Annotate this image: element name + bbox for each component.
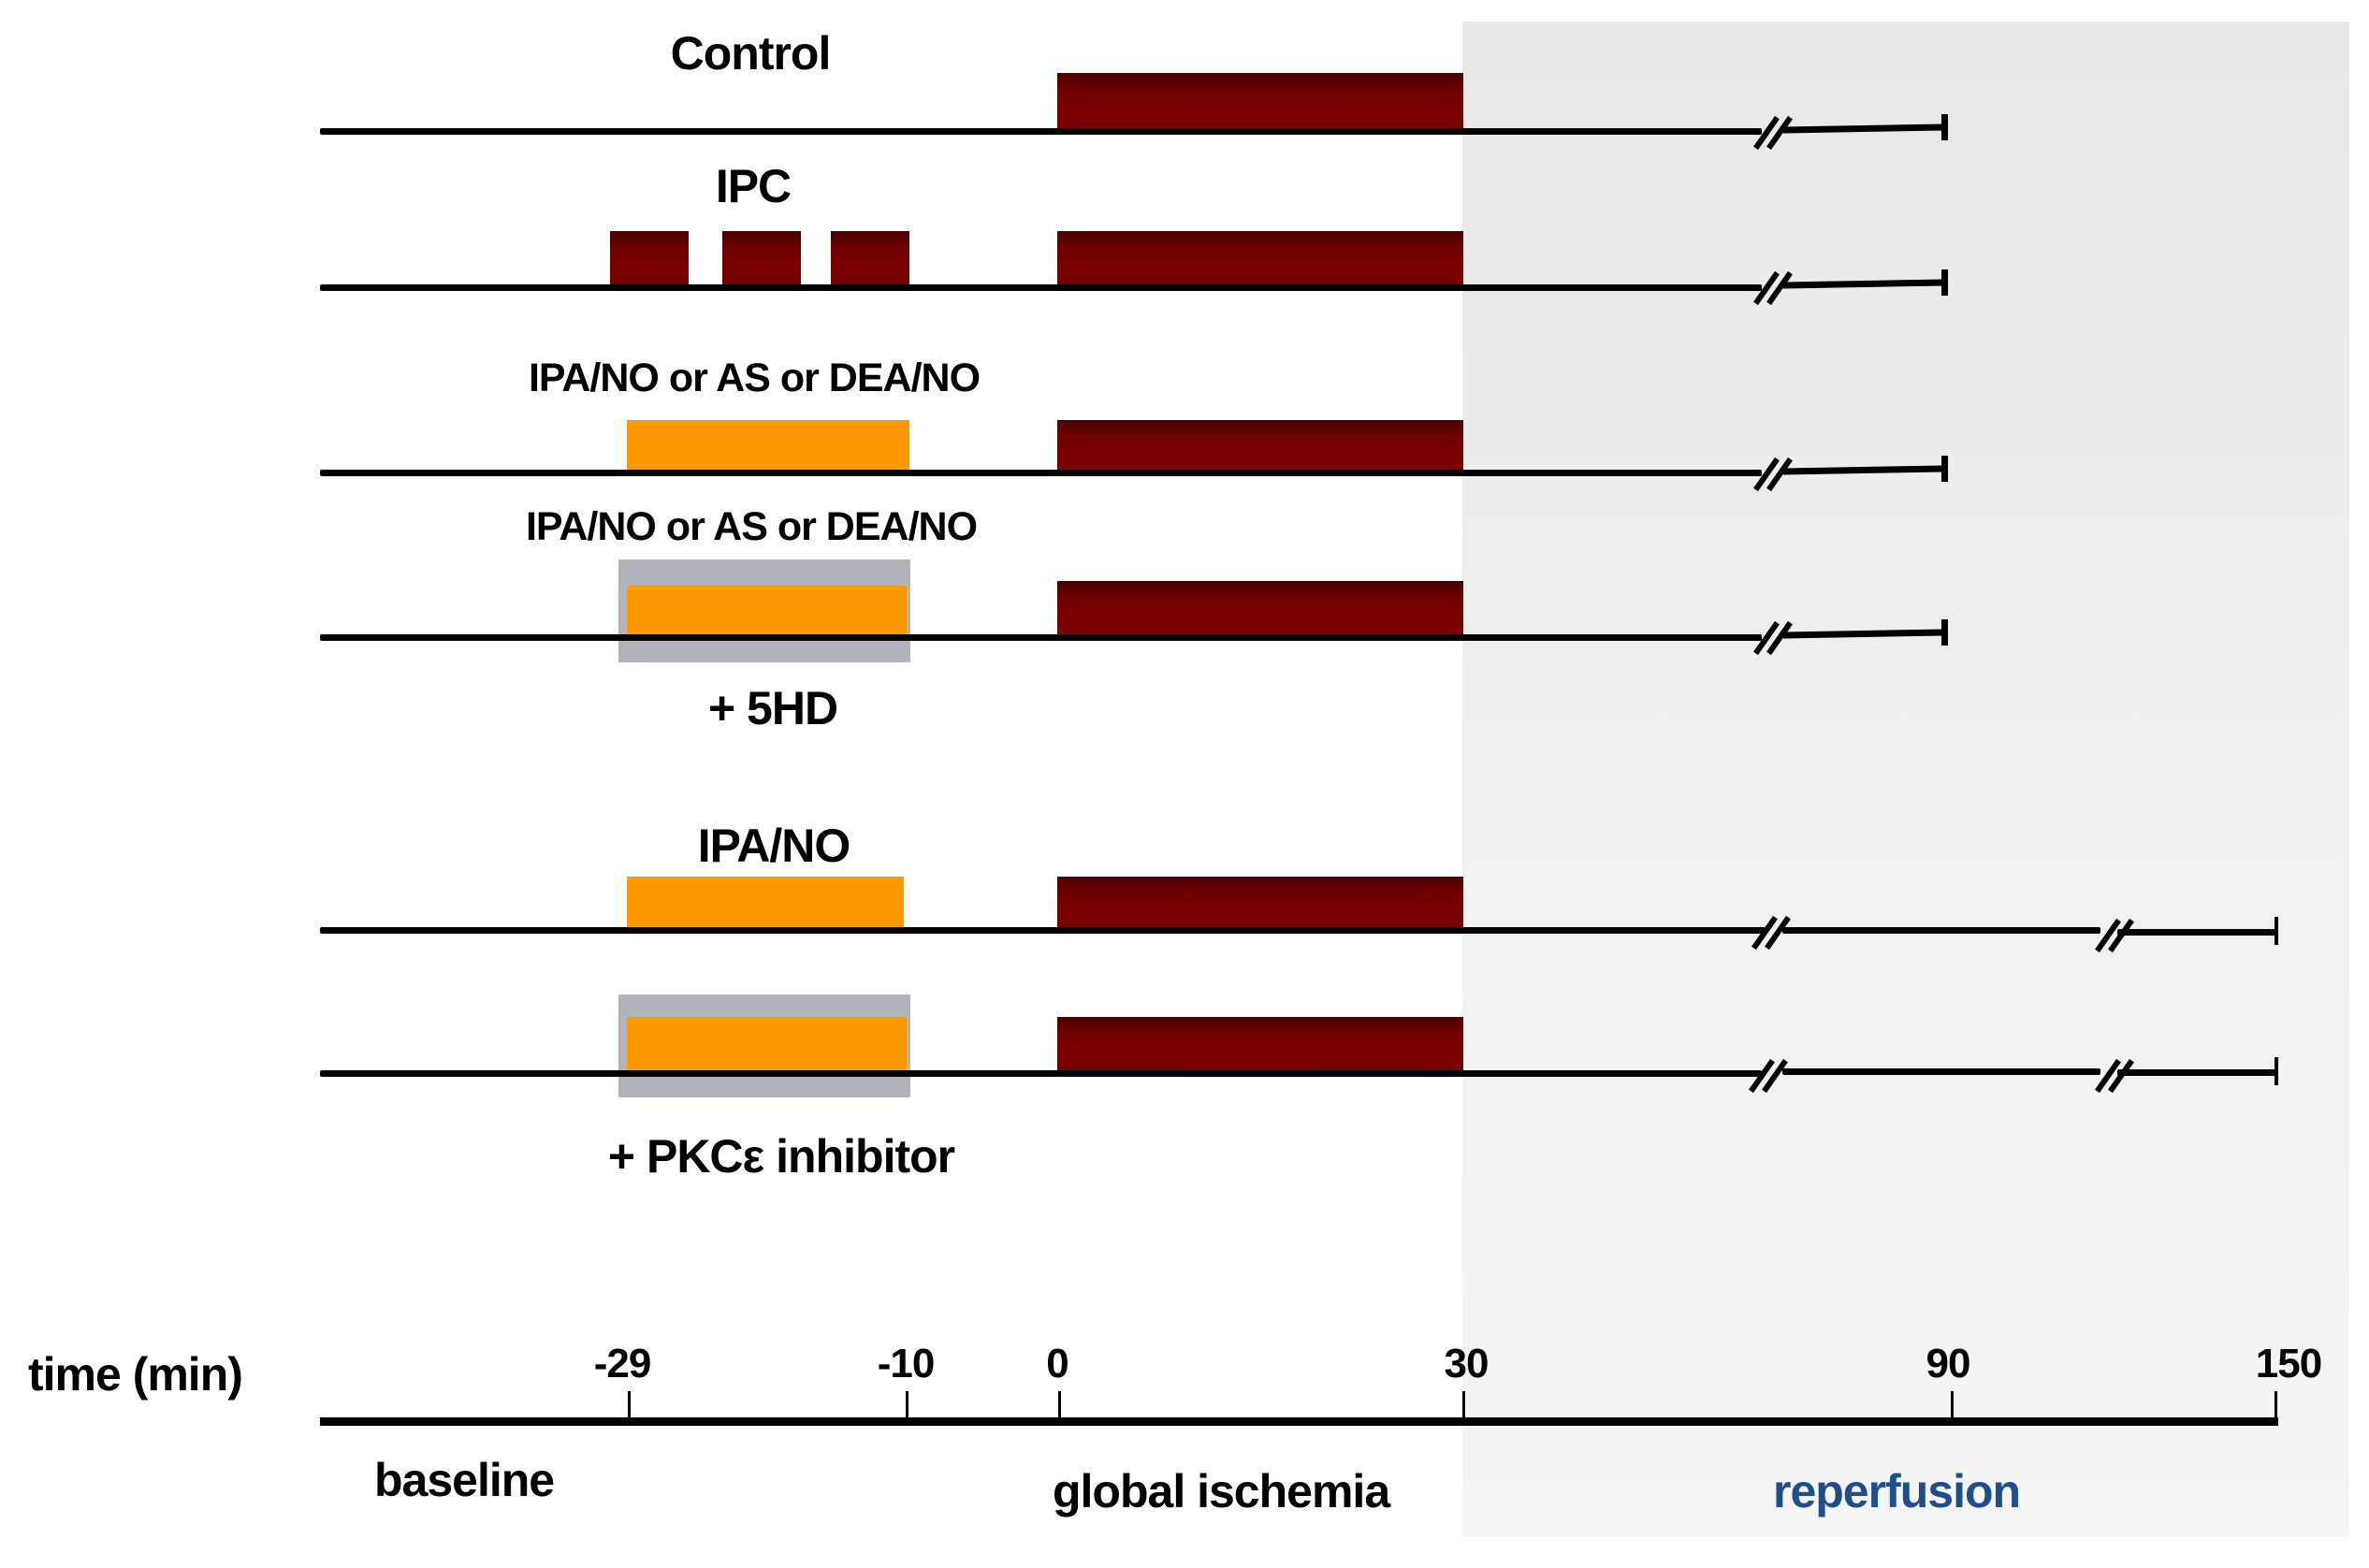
row-label-ipano: IPA/NO [697, 820, 851, 872]
timeline-line [320, 927, 1766, 934]
tick-label-m29: -29 [593, 1341, 652, 1387]
phase-label-ischemia: global ischemia [1053, 1465, 1390, 1517]
ischemia-bar [1057, 1017, 1463, 1070]
timeline-line-segment [2117, 929, 2276, 936]
ipc-cycle-bar-1 [610, 231, 689, 287]
row-label-ipc: IPC [715, 160, 792, 212]
timeline-line [320, 284, 1762, 291]
timeline-line-segment [1782, 1068, 2100, 1075]
end-cap [1941, 619, 1948, 646]
phase-label-baseline: baseline [374, 1454, 555, 1506]
tick-m10 [906, 1391, 908, 1419]
tick-m29 [628, 1391, 631, 1419]
row-label-control: Control [670, 27, 832, 80]
timeline-line [320, 128, 1762, 135]
drug-bar [627, 420, 909, 472]
reperfusion-panel [1462, 22, 2349, 1537]
row-sublabel-pkce-inhibitor: + PKCε inhibitor [607, 1130, 955, 1183]
row-sublabel-5hd: + 5HD [707, 682, 838, 734]
timeline-line [320, 1070, 1762, 1077]
tick-150 [2275, 1391, 2277, 1419]
end-cap [2275, 1057, 2278, 1085]
tick-label-0: 0 [1046, 1341, 1069, 1387]
row-label-drug: IPA/NO or AS or DEA/NO [528, 356, 981, 400]
timeline-line-segment [2117, 1069, 2276, 1076]
tick-label-30: 30 [1444, 1341, 1490, 1387]
timeline-line [320, 470, 1762, 476]
timeline-line [320, 634, 1762, 641]
end-cap [1941, 269, 1948, 296]
tick-90 [1951, 1391, 1954, 1419]
axis-label: time (min) [28, 1348, 243, 1401]
drug-bar [627, 586, 907, 637]
phase-label-reperfusion: reperfusion [1773, 1465, 2021, 1517]
ipc-cycle-bar-2 [722, 231, 801, 287]
axis-line [320, 1417, 2278, 1426]
row-label-drug: IPA/NO or AS or DEA/NO [525, 504, 978, 549]
end-cap [1941, 456, 1948, 482]
ischemia-bar [1057, 73, 1463, 131]
ischemia-bar [1057, 877, 1463, 930]
tick-label-90: 90 [1926, 1341, 1971, 1387]
ischemia-bar [1057, 581, 1463, 637]
ischemia-bar [1057, 420, 1463, 472]
tick-30 [1462, 1391, 1465, 1419]
drug-bar [627, 877, 904, 930]
tick-label-150: 150 [2255, 1341, 2322, 1387]
ipc-cycle-bar-3 [831, 231, 909, 287]
tick-0 [1058, 1391, 1061, 1419]
end-cap [2275, 917, 2278, 945]
ischemia-bar [1057, 231, 1463, 287]
tick-label-m10: -10 [877, 1341, 936, 1387]
end-cap [1941, 114, 1948, 140]
timeline-line-segment [1782, 927, 2100, 934]
drug-bar [627, 1017, 907, 1070]
